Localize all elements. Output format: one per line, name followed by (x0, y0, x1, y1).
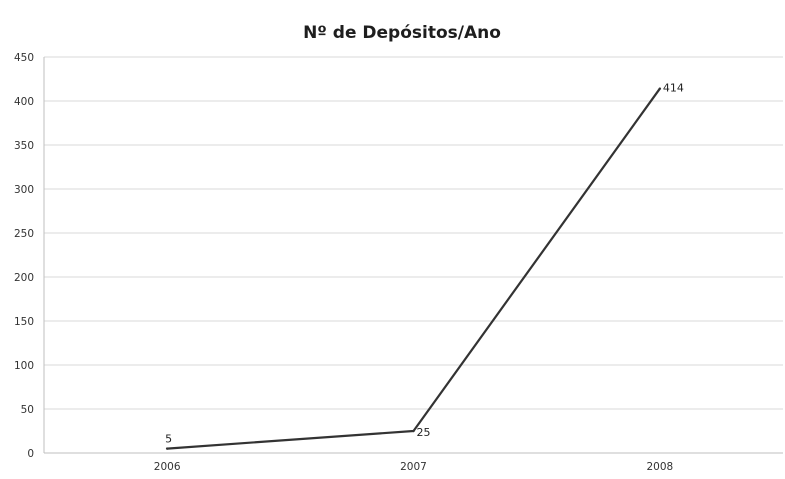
data-point (658, 87, 662, 90)
chart-title: Nº de Depósitos/Ano (303, 23, 501, 43)
y-tick-label: 350 (14, 140, 34, 152)
y-tick-label: 300 (14, 184, 34, 196)
data-label: 25 (417, 426, 431, 439)
data-labels: 5 25 414 (165, 82, 684, 446)
x-tick-label: 2008 (646, 461, 673, 473)
data-label: 5 (165, 433, 172, 446)
y-axis-ticks: 0 50 100 150 200 250 300 350 400 450 (14, 52, 34, 460)
x-axis-ticks: 2006 2007 2008 (154, 461, 673, 473)
y-tick-label: 150 (14, 316, 34, 328)
x-tick-label: 2007 (400, 461, 427, 473)
series-layer (165, 87, 662, 450)
y-tick-label: 450 (14, 52, 34, 64)
y-tick-label: 100 (14, 360, 34, 372)
y-tick-label: 0 (27, 448, 34, 460)
data-point (165, 447, 169, 450)
y-tick-label: 250 (14, 228, 34, 240)
y-tick-label: 200 (14, 272, 34, 284)
data-label: 414 (663, 82, 684, 95)
gridlines (43, 56, 783, 454)
x-tick-label: 2006 (154, 461, 181, 473)
y-tick-label: 400 (14, 96, 34, 108)
y-tick-label: 50 (21, 404, 34, 416)
data-point (412, 429, 415, 433)
